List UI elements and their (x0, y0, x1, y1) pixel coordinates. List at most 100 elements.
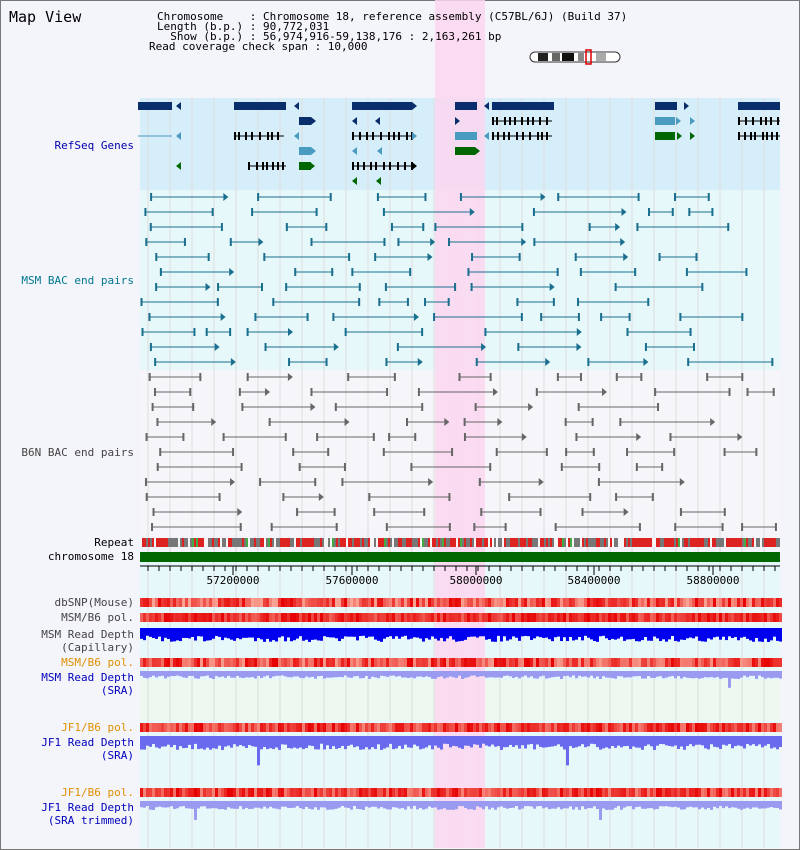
heatmap-cell (215, 723, 218, 732)
repeat-segment (364, 538, 366, 547)
depth-bar (383, 671, 386, 677)
bac-end (343, 463, 346, 471)
heatmap-cell (143, 723, 146, 732)
depth-bar (767, 671, 770, 678)
heatmap-cell (683, 598, 686, 607)
repeat-segment (332, 538, 334, 547)
bac-end (480, 508, 483, 516)
gene-exon (516, 132, 518, 140)
depth-bar (269, 671, 272, 679)
heatmap-cell (245, 598, 248, 607)
heatmap-cell (707, 613, 710, 622)
heatmap-cell (140, 788, 143, 797)
heatmap-cell (662, 598, 665, 607)
depth-bar (776, 736, 779, 750)
chromosome-ideogram[interactable] (529, 49, 621, 65)
depth-bar (365, 736, 368, 748)
heatmap-cell (167, 598, 170, 607)
depth-bar (656, 671, 659, 677)
depth-bar (518, 671, 521, 679)
bac-end (647, 298, 650, 306)
label-msm-bac[interactable]: MSM BAC end pairs (21, 274, 134, 287)
heatmap-cell (566, 598, 569, 607)
heatmap-cell (572, 723, 575, 732)
heatmap-cell (464, 613, 467, 622)
heatmap-cell (140, 598, 143, 607)
repeat-segment (250, 538, 252, 547)
heatmap-cell (554, 598, 557, 607)
repeat-segment (674, 538, 676, 547)
refseq-genes-layer (138, 102, 780, 185)
info-chromosome: Chromosome : Chromosome 18, reference as… (157, 10, 628, 23)
label-refseq-genes[interactable]: RefSeq Genes (54, 139, 134, 152)
depth-bar (392, 801, 395, 808)
heatmap-cell (437, 658, 440, 667)
depth-bar (443, 801, 446, 809)
gene-arrow (484, 102, 489, 110)
depth-bar (764, 671, 767, 679)
depth-bar (656, 801, 659, 809)
bac-arrow (540, 193, 546, 201)
depth-bar (779, 628, 782, 642)
depth-bar (263, 628, 266, 642)
heatmap-cell (728, 658, 731, 667)
heatmap-cell (452, 788, 455, 797)
heatmap-cell (464, 658, 467, 667)
depth-bar (485, 801, 488, 807)
depth-bar (626, 736, 629, 746)
heatmap-cell (365, 613, 368, 622)
heatmap-cell (380, 788, 383, 797)
depth-bar (524, 736, 527, 749)
bac-end (577, 403, 580, 411)
heatmap-cell (626, 658, 629, 667)
heatmap-cell (182, 788, 185, 797)
bac-arrow (230, 478, 236, 486)
repeat-segment (742, 538, 744, 547)
depth-bar (353, 736, 356, 748)
heatmap-cell (578, 723, 581, 732)
heatmap-cell (725, 658, 728, 667)
heatmap-cell (176, 598, 179, 607)
heatmap-cell (638, 788, 641, 797)
bac-end (145, 238, 148, 246)
heatmap-cell (368, 658, 371, 667)
heatmap-cell (653, 598, 656, 607)
heatmap-cell (776, 598, 779, 607)
depth-bar (758, 736, 761, 745)
heatmap-cell (179, 598, 182, 607)
label-b6n-bac[interactable]: B6N BAC end pairs (21, 446, 134, 459)
heatmap-cell (608, 788, 611, 797)
gene-block (138, 102, 172, 110)
heatmap-cell (158, 788, 161, 797)
heatmap-cell (758, 788, 761, 797)
depth-bar (335, 801, 338, 809)
bac-end (727, 223, 730, 231)
depth-bar (467, 801, 470, 810)
bac-end (556, 268, 559, 276)
heatmap-cell (164, 613, 167, 622)
repeat-segment (194, 538, 196, 547)
depth-bar (305, 736, 308, 749)
depth-bar (509, 671, 512, 677)
depth-bar (461, 736, 464, 749)
heatmap-cell (488, 598, 491, 607)
depth-bar (443, 628, 446, 642)
depth-bar (410, 736, 413, 748)
heatmap-cell (383, 658, 386, 667)
heatmap-cell (341, 788, 344, 797)
repeat-segment (494, 538, 496, 547)
depth-bar (503, 628, 506, 637)
heatmap-cell (665, 788, 668, 797)
bac-end (459, 193, 462, 201)
heatmap-cell (413, 658, 416, 667)
depth-bar (581, 736, 584, 745)
depth-bar (764, 801, 767, 809)
depth-bar (575, 671, 578, 679)
repeat-segment (394, 538, 396, 547)
heatmap-cell (335, 788, 338, 797)
heatmap-cell (443, 788, 446, 797)
depth-bar (440, 801, 443, 810)
heatmap-cell (425, 788, 428, 797)
repeat-segment (286, 538, 288, 547)
